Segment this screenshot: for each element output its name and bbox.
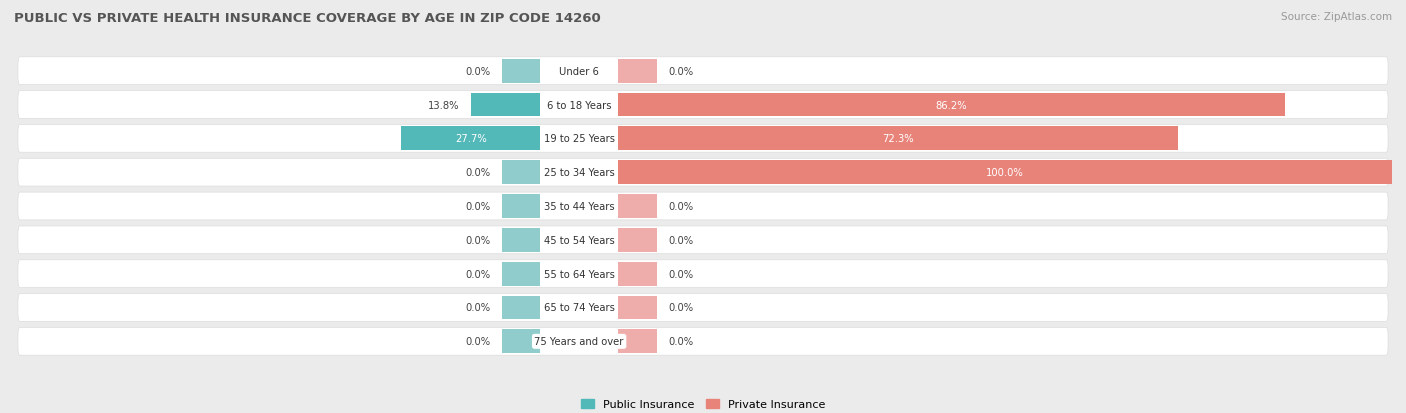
Text: PUBLIC VS PRIVATE HEALTH INSURANCE COVERAGE BY AGE IN ZIP CODE 14260: PUBLIC VS PRIVATE HEALTH INSURANCE COVER… xyxy=(14,12,600,25)
Text: 35 to 44 Years: 35 to 44 Years xyxy=(544,202,614,211)
Text: 6 to 18 Years: 6 to 18 Years xyxy=(547,100,612,110)
Legend: Public Insurance, Private Insurance: Public Insurance, Private Insurance xyxy=(579,397,827,412)
Bar xyxy=(502,262,540,286)
FancyBboxPatch shape xyxy=(18,294,1388,322)
Bar xyxy=(502,228,540,252)
Text: 13.8%: 13.8% xyxy=(427,100,460,110)
Bar xyxy=(617,195,657,218)
Bar xyxy=(617,161,1392,185)
FancyBboxPatch shape xyxy=(18,58,1388,85)
Bar xyxy=(617,60,657,83)
Text: 0.0%: 0.0% xyxy=(465,168,491,178)
Text: Source: ZipAtlas.com: Source: ZipAtlas.com xyxy=(1281,12,1392,22)
FancyBboxPatch shape xyxy=(18,328,1388,355)
Text: 0.0%: 0.0% xyxy=(668,269,693,279)
Text: 75 Years and over: 75 Years and over xyxy=(534,337,624,347)
Text: 45 to 54 Years: 45 to 54 Years xyxy=(544,235,614,245)
FancyBboxPatch shape xyxy=(18,192,1388,221)
Text: 0.0%: 0.0% xyxy=(465,202,491,211)
Bar xyxy=(617,93,1285,117)
Text: 27.7%: 27.7% xyxy=(456,134,486,144)
Bar xyxy=(401,127,540,151)
Text: 0.0%: 0.0% xyxy=(465,66,491,76)
Bar xyxy=(502,330,540,353)
Text: Under 6: Under 6 xyxy=(560,66,599,76)
Bar xyxy=(617,262,657,286)
Bar xyxy=(502,296,540,320)
Text: 0.0%: 0.0% xyxy=(668,303,693,313)
Bar xyxy=(617,228,657,252)
Text: 19 to 25 Years: 19 to 25 Years xyxy=(544,134,614,144)
Text: 72.3%: 72.3% xyxy=(882,134,914,144)
Text: 0.0%: 0.0% xyxy=(668,66,693,76)
Bar xyxy=(502,161,540,185)
FancyBboxPatch shape xyxy=(18,260,1388,288)
Bar xyxy=(471,93,540,117)
Text: 0.0%: 0.0% xyxy=(668,202,693,211)
Text: 0.0%: 0.0% xyxy=(668,235,693,245)
Text: 0.0%: 0.0% xyxy=(465,303,491,313)
Text: 86.2%: 86.2% xyxy=(935,100,967,110)
Text: 65 to 74 Years: 65 to 74 Years xyxy=(544,303,614,313)
Bar xyxy=(617,330,657,353)
Text: 25 to 34 Years: 25 to 34 Years xyxy=(544,168,614,178)
FancyBboxPatch shape xyxy=(18,226,1388,254)
FancyBboxPatch shape xyxy=(18,125,1388,153)
Bar xyxy=(617,127,1177,151)
Bar xyxy=(502,195,540,218)
Bar xyxy=(617,296,657,320)
Text: 0.0%: 0.0% xyxy=(465,235,491,245)
Text: 0.0%: 0.0% xyxy=(465,337,491,347)
Text: 55 to 64 Years: 55 to 64 Years xyxy=(544,269,614,279)
Text: 0.0%: 0.0% xyxy=(668,337,693,347)
Bar xyxy=(502,60,540,83)
FancyBboxPatch shape xyxy=(18,91,1388,119)
FancyBboxPatch shape xyxy=(18,159,1388,187)
Text: 0.0%: 0.0% xyxy=(465,269,491,279)
Text: 100.0%: 100.0% xyxy=(986,168,1024,178)
